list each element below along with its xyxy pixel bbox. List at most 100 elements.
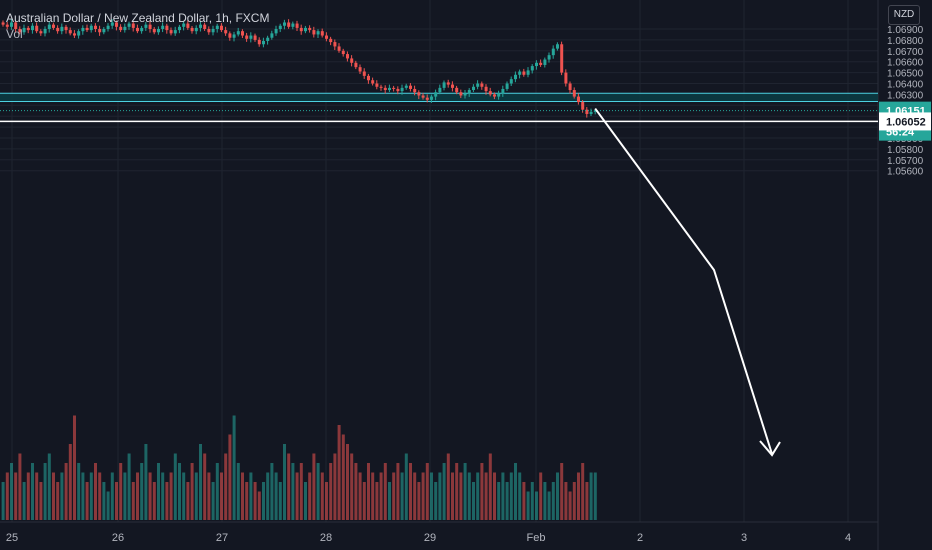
x-tick-label: 25 — [6, 532, 18, 544]
candle-body — [551, 48, 555, 56]
volume-label: Vol — [6, 27, 23, 41]
candle-body — [131, 23, 135, 28]
candle-body — [316, 31, 320, 35]
candle-body — [362, 71, 366, 76]
candle-body — [56, 27, 60, 32]
volume-bar — [509, 472, 513, 520]
volume-bar — [430, 472, 433, 520]
volume-bar — [194, 472, 198, 520]
x-tick-label: Feb — [527, 532, 546, 544]
candle-body — [350, 58, 354, 63]
volume-bar — [169, 472, 173, 520]
candle-body — [178, 26, 181, 31]
volume-bar — [232, 415, 236, 520]
volume-bar — [10, 463, 13, 520]
volume-bar — [249, 472, 253, 520]
volume-bar — [299, 463, 303, 520]
candle-body — [182, 23, 186, 27]
candle-body — [274, 29, 278, 34]
candle-body — [442, 82, 446, 88]
volume-bar — [152, 482, 156, 520]
candle-body — [283, 22, 286, 26]
candle-body — [455, 87, 459, 93]
volume-bar — [77, 463, 81, 520]
candle-body — [488, 91, 492, 95]
volume-bar — [547, 491, 551, 520]
volume-bar — [371, 472, 375, 520]
volume-bar — [505, 482, 509, 520]
volume-bar — [379, 472, 383, 520]
level-price-label-bg — [879, 112, 931, 131]
candle-body — [68, 30, 72, 34]
volume-bar — [199, 444, 202, 520]
volume-bar — [123, 472, 127, 520]
volume-bar — [463, 463, 467, 520]
candle-body — [564, 72, 568, 84]
candle-body — [215, 25, 219, 29]
volume-bar — [581, 463, 585, 520]
volume-bar — [589, 472, 593, 520]
candle-body — [228, 33, 232, 38]
candle-body — [392, 87, 396, 89]
x-tick-label: 3 — [741, 532, 747, 544]
candle-body — [459, 92, 463, 96]
candle-body — [400, 87, 404, 92]
volume-bar — [119, 463, 123, 520]
candle-body — [10, 22, 13, 27]
candle-body — [60, 26, 64, 32]
volume-bar — [26, 472, 30, 520]
volume-bar — [514, 463, 517, 520]
candle-body — [556, 44, 559, 49]
candle-body — [367, 75, 370, 81]
volume-bar — [106, 491, 110, 520]
volume-bar — [278, 482, 282, 520]
volume-bar — [480, 463, 484, 520]
support-zone — [0, 93, 878, 102]
volume-bar — [60, 472, 64, 520]
candle-body — [173, 30, 177, 34]
currency-badge[interactable]: NZD — [888, 5, 920, 25]
candle-body — [241, 31, 244, 36]
candle-body — [505, 83, 509, 89]
candle-body — [451, 84, 454, 88]
volume-bar — [190, 463, 194, 520]
volume-bar — [535, 491, 538, 520]
volume-bar — [131, 482, 135, 520]
candle-body — [47, 24, 51, 29]
candle-body — [291, 23, 295, 27]
volume-bar — [68, 444, 72, 520]
candle-body — [585, 109, 589, 115]
candle-body — [484, 86, 488, 92]
volume-bar — [283, 444, 286, 520]
candle-body — [312, 30, 316, 35]
volume-bar — [568, 491, 572, 520]
candle-body — [467, 90, 471, 94]
candle-body — [522, 71, 526, 75]
volume-bar — [358, 472, 362, 520]
volume-bar — [165, 482, 169, 520]
volume-bar — [136, 472, 139, 520]
candle-body — [509, 79, 513, 84]
volume-bar — [337, 425, 341, 520]
volume-bar — [341, 434, 345, 520]
candle-body — [102, 29, 106, 33]
volume-bar — [593, 472, 597, 520]
volume-bar — [81, 472, 85, 520]
volume-bar — [18, 453, 22, 520]
volume-bar — [543, 482, 547, 520]
volume-bar — [287, 453, 291, 520]
volume-bar — [157, 463, 160, 520]
candle-body — [161, 25, 165, 29]
volume-bar — [501, 472, 505, 520]
candle-body — [383, 87, 387, 91]
y-tick-label: 1.06800 — [887, 36, 924, 47]
volume-bar — [140, 463, 144, 520]
volume-bar — [455, 463, 459, 520]
volume-bar — [308, 472, 312, 520]
candle-body — [136, 27, 139, 32]
candle-body — [472, 86, 475, 91]
volume-bar — [451, 472, 454, 520]
candle-body — [77, 31, 81, 36]
candle-body — [543, 59, 547, 65]
